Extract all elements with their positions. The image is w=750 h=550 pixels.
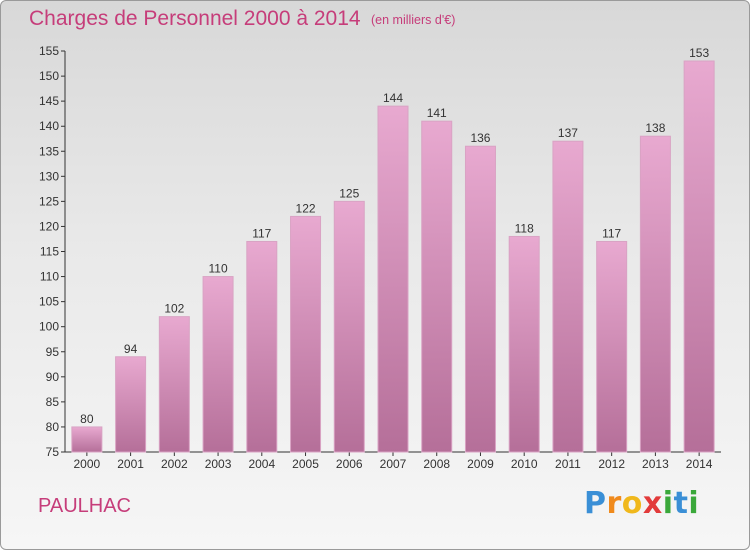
bar <box>552 140 584 453</box>
bar <box>115 356 147 453</box>
bar <box>158 316 190 453</box>
bar <box>246 240 278 453</box>
x-tick-label: 2000 <box>74 457 101 471</box>
y-tick-label: 120 <box>39 219 59 233</box>
logo-letter: P <box>584 486 607 521</box>
bar <box>683 60 715 453</box>
bar-value-label: 141 <box>427 106 447 120</box>
data-labels: 80 94 102 110 117 122 125 144 141 136 118 137 117 138… <box>80 46 709 426</box>
bar-value-label: 138 <box>645 121 665 135</box>
proxiti-logo[interactable]: Proxiti <box>584 486 699 521</box>
x-tick-label: 2003 <box>205 457 232 471</box>
y-tick-label: 90 <box>46 370 60 384</box>
y-tick-label: 100 <box>39 320 59 334</box>
bar-value-label: 137 <box>558 126 578 140</box>
x-tick-label: 2007 <box>380 457 407 471</box>
x-tick-label: 2006 <box>336 457 363 471</box>
y-tick-label: 155 <box>39 44 59 58</box>
x-tick-label: 2004 <box>248 457 275 471</box>
chart-subtitle: (en milliers d'€) <box>371 13 456 27</box>
y-tick-label: 105 <box>39 295 59 309</box>
bar <box>202 276 234 453</box>
bar-value-label: 80 <box>80 412 94 426</box>
bar <box>508 235 540 453</box>
bar-value-label: 153 <box>689 46 709 60</box>
logo-letter: t <box>673 486 689 521</box>
x-tick-label: 2005 <box>292 457 319 471</box>
bar-value-label: 125 <box>339 186 359 200</box>
y-tick-label: 110 <box>40 270 59 284</box>
bar <box>71 426 103 453</box>
x-tick-label: 2010 <box>511 457 538 471</box>
bar-value-label: 122 <box>296 201 316 215</box>
x-tick-label: 2014 <box>686 457 713 471</box>
y-tick-label: 135 <box>39 144 59 158</box>
y-tick-label: 80 <box>46 420 60 434</box>
y-tick-label: 145 <box>39 94 59 108</box>
bar-value-label: 117 <box>602 226 621 240</box>
bar-value-label: 102 <box>164 302 184 316</box>
bar-value-label: 117 <box>252 226 271 240</box>
x-tick-label: 2009 <box>467 457 494 471</box>
x-tick-label: 2008 <box>423 457 450 471</box>
y-tick-label: 140 <box>39 119 59 133</box>
bar <box>421 120 453 453</box>
logo-letter: r <box>606 486 622 521</box>
logo-letter: o <box>621 486 643 521</box>
bars <box>71 60 715 453</box>
logo-letter: i <box>688 486 700 521</box>
x-tick-label: 2012 <box>598 457 625 471</box>
chart-title: Charges de Personnel 2000 à 2014 <box>29 7 361 30</box>
bar <box>639 135 671 453</box>
bar-value-label: 110 <box>208 262 227 276</box>
bar-value-label: 94 <box>124 342 138 356</box>
logo-letter: x <box>642 486 663 521</box>
bar-value-label: 136 <box>470 131 490 145</box>
x-tick-label: 2013 <box>642 457 669 471</box>
x-tick-label: 2001 <box>117 457 144 471</box>
bar <box>290 215 322 453</box>
bar-value-label: 144 <box>383 91 403 105</box>
y-tick-label: 150 <box>39 69 59 83</box>
y-tick-label: 85 <box>46 395 60 409</box>
bar-value-label: 118 <box>515 221 534 235</box>
x-tick-label: 2011 <box>555 457 581 471</box>
logo-letter: i <box>662 486 674 521</box>
y-tick-label: 95 <box>46 345 60 359</box>
y-tick-label: 125 <box>39 194 59 208</box>
y-tick-label: 130 <box>39 169 59 183</box>
commune-name: PAULHAC <box>38 495 131 517</box>
y-tick-label: 115 <box>40 245 59 259</box>
y-tick-label: 75 <box>46 445 60 459</box>
bar <box>464 145 496 453</box>
bar <box>377 105 409 453</box>
x-tick-label: 2002 <box>161 457 188 471</box>
bar <box>596 240 628 453</box>
bar <box>333 200 365 453</box>
